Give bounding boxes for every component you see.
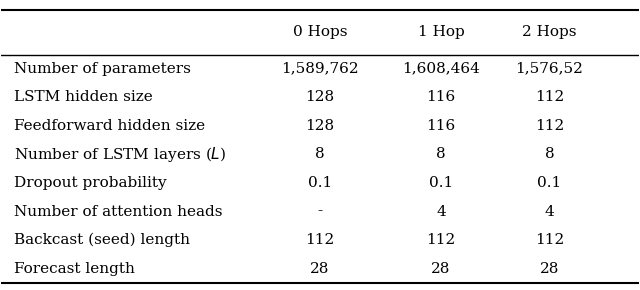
Text: Number of parameters: Number of parameters (14, 62, 191, 76)
Text: LSTM hidden size: LSTM hidden size (14, 90, 153, 104)
Text: Dropout probability: Dropout probability (14, 176, 167, 190)
Text: 112: 112 (305, 233, 335, 247)
Text: 0.1: 0.1 (308, 176, 332, 190)
Text: 112: 112 (535, 233, 564, 247)
Text: 116: 116 (426, 119, 456, 133)
Text: 1 Hop: 1 Hop (418, 25, 465, 39)
Text: Number of attention heads: Number of attention heads (14, 204, 223, 218)
Text: 4: 4 (545, 204, 554, 218)
Text: 28: 28 (431, 262, 451, 275)
Text: 1,589,762: 1,589,762 (281, 62, 359, 76)
Text: 1,608,464: 1,608,464 (402, 62, 480, 76)
Text: 112: 112 (535, 90, 564, 104)
Text: 28: 28 (540, 262, 559, 275)
Text: 28: 28 (310, 262, 330, 275)
Text: 0.1: 0.1 (537, 176, 561, 190)
Text: Forecast length: Forecast length (14, 262, 135, 275)
Text: -: - (317, 204, 323, 218)
Text: 116: 116 (426, 90, 456, 104)
Text: 8: 8 (545, 147, 554, 162)
Text: 0 Hops: 0 Hops (292, 25, 348, 39)
Text: 8: 8 (315, 147, 325, 162)
Text: 0.1: 0.1 (429, 176, 453, 190)
Text: 8: 8 (436, 147, 446, 162)
Text: 112: 112 (426, 233, 456, 247)
Text: Feedforward hidden size: Feedforward hidden size (14, 119, 205, 133)
Text: Backcast (seed) length: Backcast (seed) length (14, 233, 190, 247)
Text: 128: 128 (305, 90, 335, 104)
Text: Number of LSTM layers ($L$): Number of LSTM layers ($L$) (14, 145, 227, 164)
Text: 112: 112 (535, 119, 564, 133)
Text: 2 Hops: 2 Hops (522, 25, 577, 39)
Text: 1,576,52: 1,576,52 (515, 62, 583, 76)
Text: 4: 4 (436, 204, 446, 218)
Text: 128: 128 (305, 119, 335, 133)
